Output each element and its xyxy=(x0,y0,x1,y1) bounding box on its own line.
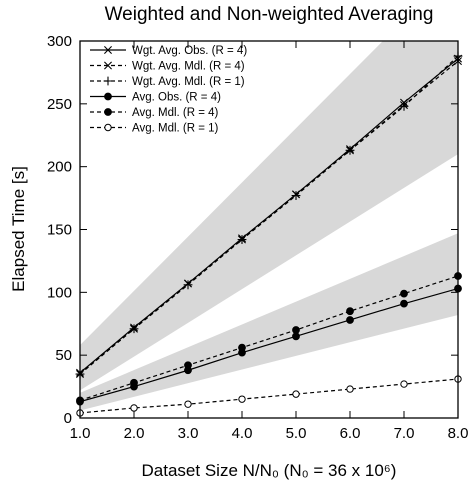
data-point xyxy=(130,378,138,387)
y-axis-title: Elapsed Time [s] xyxy=(9,166,28,292)
data-point xyxy=(184,400,192,408)
x-tick-label: 5.0 xyxy=(286,425,307,442)
legend-marker xyxy=(104,123,112,132)
data-point xyxy=(345,145,355,155)
data-point xyxy=(129,324,139,334)
series-line-5 xyxy=(80,378,458,414)
legend-entry: Avg. Mdl. (R = 4) xyxy=(132,107,219,119)
data-point xyxy=(238,395,246,403)
data-point xyxy=(400,299,408,308)
series-line-4 xyxy=(80,275,458,401)
y-tick-label: 150 xyxy=(47,222,72,239)
data-point xyxy=(400,289,408,298)
x-tick-label: 3.0 xyxy=(178,425,199,442)
legend-marker xyxy=(104,61,112,70)
legend-entry: Avg. Mdl. (R = 1) xyxy=(132,123,219,135)
series-line-3 xyxy=(80,287,458,403)
data-point xyxy=(183,280,193,290)
data-point xyxy=(237,235,247,244)
data-point xyxy=(292,332,300,341)
x-tick-label: 6.0 xyxy=(340,425,361,442)
chart-title: Weighted and Non-weighted Averaging xyxy=(105,4,434,25)
x-tick-label: 1.0 xyxy=(70,425,91,442)
axis-ticks: 1.0 2.0 3.0 4.0 5.0 6.0 7.0 8.0 0 50 100 150 200 250 3… xyxy=(47,33,468,442)
legend-entry: Avg. Obs. (R = 4) xyxy=(132,92,221,104)
legend-marker xyxy=(104,92,112,101)
legend-marker xyxy=(104,108,112,116)
band-1 xyxy=(80,233,458,411)
data-point xyxy=(346,307,354,316)
data-point xyxy=(292,326,300,334)
x-tick-label: 7.0 xyxy=(394,425,415,442)
data-point xyxy=(346,385,354,393)
legend: Wgt. Avg. Obs. (R = 4) Wgt. Avg. Mdl. (R … xyxy=(90,45,247,135)
data-point xyxy=(291,191,301,200)
y-tick-label: 250 xyxy=(47,96,72,113)
legend-marker xyxy=(104,46,112,54)
data-point xyxy=(238,343,246,352)
x-axis-title: Dataset Size N/N₀ (N₀ = 36 x 10⁶) xyxy=(142,461,397,480)
data-point xyxy=(346,316,354,324)
y-tick-label: 300 xyxy=(47,33,72,50)
data-point xyxy=(184,361,192,370)
legend-entry: Wgt. Avg. Mdl. (R = 1) xyxy=(132,76,245,88)
data-point xyxy=(399,101,409,111)
x-tick-label: 8.0 xyxy=(448,425,469,442)
legend-entry: Wgt. Avg. Obs. (R = 4) xyxy=(132,45,247,57)
series-line-2 xyxy=(80,55,458,375)
y-tick-label: 100 xyxy=(47,284,72,301)
legend-entry: Wgt. Avg. Mdl. (R = 4) xyxy=(132,61,245,73)
data-point xyxy=(400,380,408,388)
data-point xyxy=(130,404,138,412)
y-tick-label: 50 xyxy=(55,347,72,364)
y-tick-label: 0 xyxy=(64,410,72,427)
x-tick-label: 4.0 xyxy=(232,425,253,442)
data-point xyxy=(292,390,300,398)
series-layer xyxy=(80,55,458,414)
y-tick-label: 200 xyxy=(47,159,72,176)
x-tick-label: 2.0 xyxy=(124,425,145,442)
legend-marker xyxy=(103,76,113,86)
